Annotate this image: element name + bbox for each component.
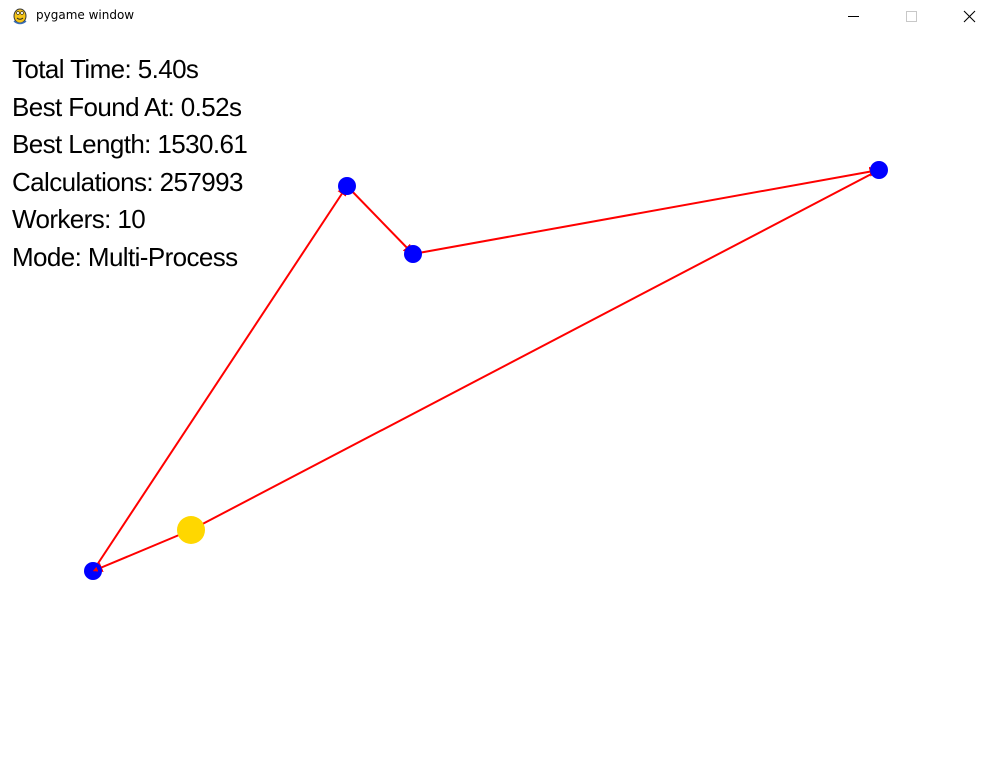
workers-label: Workers: 10 [12,204,146,234]
calculations-label: Calculations: 257993 [12,166,243,197]
route-edge [190,169,880,531]
best-found-at-label: Best Found At: 0.52s [12,91,242,122]
stats-panel: Total Time: 5.40s Best Found At: 0.52s B… [12,51,248,276]
minimize-icon [848,16,859,17]
minimize-button[interactable] [824,0,882,33]
start-city-node [177,516,205,544]
close-button[interactable] [940,0,997,33]
city-node [404,245,422,263]
city-node [870,161,888,179]
title-bar[interactable]: pygame window [0,0,997,33]
total-time-label: Total Time: 5.40s [12,54,199,84]
maximize-button[interactable] [882,0,940,33]
route-edge [412,166,880,255]
best-length-label: Best Length: 1530.61 [12,129,248,159]
close-icon [963,10,976,23]
route-edge [92,529,192,572]
route-edge [346,185,414,255]
city-node [338,177,356,195]
mode-label: Mode: Multi-Process [12,241,238,272]
route-edge [92,185,348,572]
maximize-icon [906,11,917,22]
window-title: pygame window [36,8,135,22]
pygame-snake-icon [13,8,27,25]
